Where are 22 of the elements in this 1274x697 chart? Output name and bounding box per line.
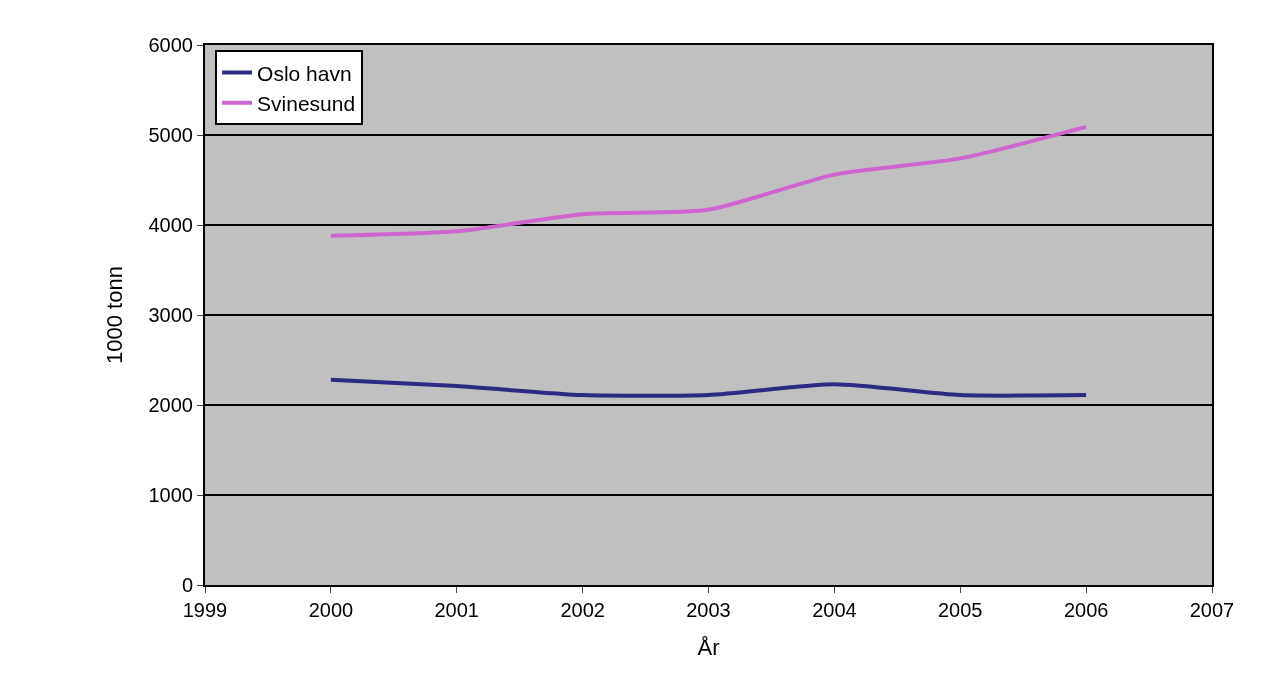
x-tick-label: 1999 bbox=[182, 599, 228, 621]
x-tick-label: 2000 bbox=[308, 599, 354, 621]
y-tick-label: 2000 bbox=[148, 394, 193, 416]
x-tick-label: 2002 bbox=[560, 599, 605, 621]
y-tick-label: 5000 bbox=[148, 124, 193, 146]
y-tick-label: 1000 bbox=[148, 484, 193, 506]
line-series bbox=[328, 124, 1089, 238]
legend-label: Oslo havn bbox=[257, 61, 352, 85]
y-tick-label: 0 bbox=[181, 574, 193, 596]
x-tick-label: 2007 bbox=[1189, 599, 1235, 621]
y-axis-title: 1000 tonn bbox=[101, 266, 127, 364]
x-tick-label: 2006 bbox=[1063, 599, 1109, 621]
y-tick-label: 3000 bbox=[148, 304, 193, 326]
y-tick-label: 6000 bbox=[148, 34, 193, 56]
x-tick-label: 2001 bbox=[434, 599, 479, 621]
x-tick-label: 2005 bbox=[938, 599, 983, 621]
x-tick-label: 2004 bbox=[812, 599, 857, 621]
line-series bbox=[328, 377, 1089, 398]
y-tick-label: 4000 bbox=[148, 214, 193, 236]
x-axis-title: År bbox=[697, 635, 720, 661]
legend-label: Svinesund bbox=[257, 92, 356, 116]
x-tick-label: 2003 bbox=[686, 599, 731, 621]
